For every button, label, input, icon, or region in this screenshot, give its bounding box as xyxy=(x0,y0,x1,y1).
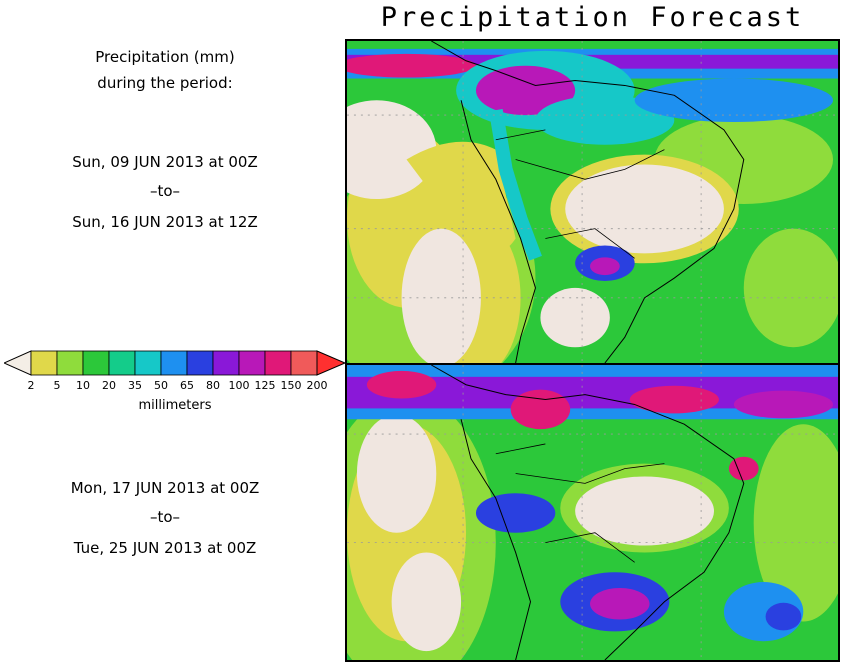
period1-separator: –to– xyxy=(149,182,181,200)
colorbar-cell xyxy=(134,350,162,376)
colorbar-tick-label: 35 xyxy=(128,379,142,392)
colorbar-under-arrow xyxy=(4,350,32,376)
colorbar-tick-label: 5 xyxy=(53,379,61,392)
colorbar-cell xyxy=(108,350,136,376)
colorbar-tick-label: 80 xyxy=(206,379,220,392)
description-line1: Precipitation (mm) xyxy=(95,48,235,66)
colorbar-tick-label: 125 xyxy=(254,379,276,392)
colorbar-units: millimeters xyxy=(138,398,212,413)
colorbar-cell xyxy=(264,350,292,376)
colorbar-cell xyxy=(56,350,84,376)
map-panel-week2 xyxy=(345,363,840,662)
colorbar-tick-label: 50 xyxy=(154,379,168,392)
colorbar-tick-label: 10 xyxy=(76,379,90,392)
colorbar-cells xyxy=(30,350,318,376)
chart-title: Precipitation Forecast xyxy=(380,2,805,33)
colorbar-cell xyxy=(290,350,318,376)
colorbar-ticks: 2 5 10 20 35 50 65 80 100 125 150 200 xyxy=(0,379,350,393)
colorbar-cell xyxy=(212,350,240,376)
precip-map-week1 xyxy=(347,41,838,363)
period2-separator: –to– xyxy=(149,508,181,526)
colorbar-cell xyxy=(186,350,214,376)
colorbar-cell xyxy=(238,350,266,376)
description-line2: during the period: xyxy=(97,74,233,92)
period2-start: Mon, 17 JUN 2013 at 00Z xyxy=(70,479,260,497)
colorbar-tick-label: 65 xyxy=(180,379,194,392)
colorbar-over-arrow xyxy=(316,350,346,376)
precip-map-week2 xyxy=(347,365,838,660)
colorbar-tick-label: 200 xyxy=(306,379,328,392)
colorbar-cell xyxy=(82,350,110,376)
period1-start: Sun, 09 JUN 2013 at 00Z xyxy=(72,153,258,171)
colorbar-tick-label: 2 xyxy=(27,379,35,392)
colorbar-tick-label: 20 xyxy=(102,379,116,392)
colorbar-tick-label: 100 xyxy=(228,379,250,392)
colorbar-cell xyxy=(160,350,188,376)
colorbar-tick-label: 150 xyxy=(280,379,302,392)
colorbar xyxy=(4,350,346,376)
period1-end: Sun, 16 JUN 2013 at 12Z xyxy=(72,213,258,231)
colorbar-cell xyxy=(30,350,58,376)
period2-end: Tue, 25 JUN 2013 at 00Z xyxy=(73,539,257,557)
map-panel-week1 xyxy=(345,39,840,365)
